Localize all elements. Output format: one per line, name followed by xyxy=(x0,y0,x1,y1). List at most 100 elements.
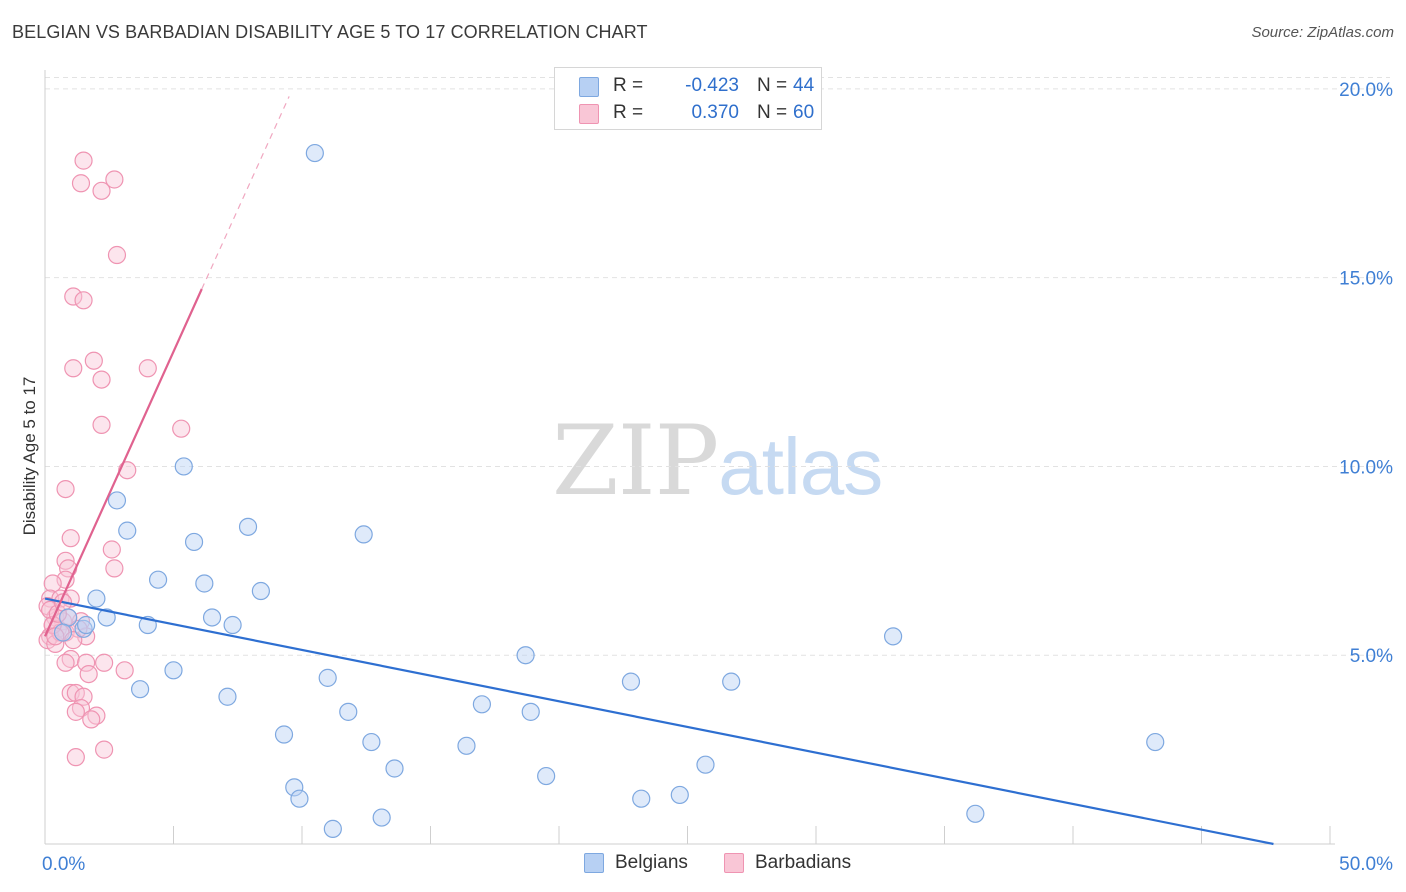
belgians-point xyxy=(285,778,304,797)
barbadians-legend-swatch xyxy=(724,853,744,873)
barbadians-point xyxy=(74,687,93,706)
source-credit: Source: ZipAtlas.com xyxy=(1251,24,1394,41)
barbadians-point xyxy=(74,151,93,170)
belgians-point xyxy=(148,570,168,589)
barbadians-point xyxy=(64,359,83,378)
belgians-legend-swatch xyxy=(584,853,604,873)
barbadians-point xyxy=(105,559,124,578)
belgians-point xyxy=(457,736,476,755)
belgians-point xyxy=(670,785,689,805)
barbadians-point xyxy=(61,529,80,548)
barbadians-trend-extension xyxy=(201,96,290,290)
barbadians-point xyxy=(82,710,101,729)
barbadians-point xyxy=(79,664,98,684)
belgians-n-value: 44 xyxy=(793,75,815,96)
belgians-point xyxy=(218,687,237,706)
barbadians-point xyxy=(95,653,114,672)
belgians-point xyxy=(696,755,715,774)
barbadians-point xyxy=(95,740,114,759)
belgians-point xyxy=(251,581,270,601)
barbadians-point xyxy=(172,419,191,438)
belgians-point xyxy=(77,615,96,635)
barbadians-point xyxy=(74,291,93,310)
barbadians-point xyxy=(66,702,85,721)
barbadians-point xyxy=(66,748,85,767)
r-label: R = xyxy=(613,75,644,96)
belgians-point xyxy=(223,615,242,635)
barbadians-legend-label: Barbadians xyxy=(755,852,852,873)
belgians-point xyxy=(87,589,106,608)
belgians-point xyxy=(118,521,137,540)
r-label: R = xyxy=(613,102,644,123)
barbadians-point xyxy=(118,461,137,480)
belgians-point xyxy=(107,491,127,510)
barbadians-point xyxy=(92,370,111,389)
belgians-point xyxy=(238,517,258,536)
watermark-zip: ZIP xyxy=(552,405,719,517)
barbadians-n-value: 60 xyxy=(793,102,815,123)
belgians-point xyxy=(516,646,535,665)
barbadians-r-value: 0.370 xyxy=(691,102,739,123)
belgians-point xyxy=(202,608,222,627)
belgians-point xyxy=(521,702,540,721)
barbadians-point xyxy=(43,574,62,593)
x-tick-label: 50.0% xyxy=(1339,854,1393,875)
belgians-point xyxy=(621,672,641,691)
belgians-point xyxy=(130,680,150,699)
y-tick-label: 15.0% xyxy=(1339,269,1393,290)
correlation-legend: R = -0.423 N = 44 R = 0.370 N = 60 xyxy=(554,67,822,130)
belgians-point xyxy=(305,143,324,163)
barbadians-point xyxy=(92,181,111,200)
belgians-point xyxy=(354,525,373,544)
belgians-point xyxy=(372,808,391,827)
barbadians-point xyxy=(64,631,83,650)
barbadians-point xyxy=(77,653,96,672)
n-label: N = xyxy=(757,102,788,123)
belgians-point xyxy=(339,702,358,721)
belgians-point xyxy=(274,725,294,744)
belgians-point xyxy=(362,732,381,752)
belgians-point xyxy=(195,574,214,593)
barbadians-point xyxy=(84,351,103,370)
chart-title: BELGIAN VS BARBADIAN DISABILITY AGE 5 TO… xyxy=(12,22,648,42)
barbadians-point xyxy=(115,661,134,680)
barbadians-point xyxy=(56,479,75,499)
y-tick-label: 20.0% xyxy=(1339,80,1393,101)
y-tick-label: 5.0% xyxy=(1350,646,1393,667)
n-label: N = xyxy=(757,75,788,96)
series-legend: Belgians Barbadians xyxy=(0,851,1406,877)
barbadians-point xyxy=(102,540,121,559)
barbadians-point xyxy=(107,245,127,265)
belgians-point xyxy=(722,672,741,691)
belgians-point xyxy=(53,623,73,642)
belgians-point xyxy=(97,608,116,627)
belgians-swatch xyxy=(579,77,599,97)
barbadians-point xyxy=(71,174,91,193)
belgians-point xyxy=(385,759,404,778)
barbadians-point xyxy=(92,415,111,435)
y-tick-label: 10.0% xyxy=(1339,457,1393,478)
barbadians-swatch xyxy=(579,104,599,124)
belgians-point xyxy=(472,695,491,714)
barbadians-point xyxy=(105,170,124,189)
belgians-point xyxy=(883,627,903,646)
belgians-point xyxy=(318,668,337,687)
x-tick-label: 0.0% xyxy=(42,854,85,875)
belgians-point xyxy=(184,532,204,552)
belgians-point xyxy=(632,789,651,808)
belgians-point xyxy=(174,457,193,476)
belgians-point xyxy=(966,804,985,823)
belgians-point xyxy=(537,766,556,786)
belgians-point xyxy=(164,661,183,680)
belgians-trend-line xyxy=(44,597,1274,846)
belgians-legend-label: Belgians xyxy=(615,852,688,873)
barbadians-point xyxy=(56,653,75,672)
barbadians-point xyxy=(64,287,83,306)
barbadians-trend-line xyxy=(43,288,203,637)
belgians-point xyxy=(59,608,78,627)
barbadians-point xyxy=(138,359,157,378)
belgians-r-value: -0.423 xyxy=(685,75,739,96)
belgians-point xyxy=(1146,732,1165,752)
belgians-point xyxy=(323,819,342,838)
